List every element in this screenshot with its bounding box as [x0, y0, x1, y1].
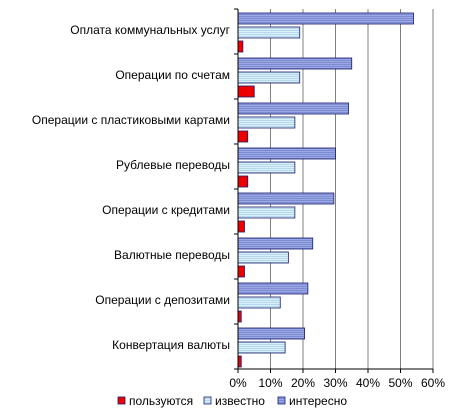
bar-интересно	[237, 57, 353, 70]
category-label: Операции по счетам	[115, 68, 230, 82]
x-tick-label: 30%	[323, 376, 347, 390]
bar-пользуются	[237, 130, 249, 143]
bar-известно	[237, 296, 281, 309]
bar-интересно	[237, 282, 309, 295]
x-tick-label: 10%	[258, 376, 282, 390]
bar-пользуются	[237, 40, 244, 53]
axes	[234, 8, 434, 373]
x-tick-label: 40%	[356, 376, 380, 390]
category-labels: Оплата коммунальных услуг Операции по сче…	[32, 23, 231, 352]
bar-пользуются	[237, 175, 249, 188]
bar-интересно	[237, 102, 349, 115]
bars	[237, 12, 414, 368]
bar-известно	[237, 116, 296, 129]
bar-пользуются	[237, 265, 245, 278]
x-tick-label: 20%	[291, 376, 315, 390]
category-label: Операции с пластиковыми картами	[32, 113, 230, 127]
bar-интересно	[237, 237, 314, 250]
category-label: Оплата коммунальных услуг	[70, 23, 230, 37]
bar-пользуются	[237, 85, 255, 98]
legend-swatch-пользуются	[117, 396, 126, 405]
bar-интересно	[237, 12, 414, 25]
tick-labels: 0% 10% 20% 30% 40% 50% 60%	[229, 376, 445, 390]
x-tick-label: 50%	[388, 376, 412, 390]
x-tick-label: 0%	[229, 376, 247, 390]
bar-известно	[237, 161, 296, 174]
bar-известно	[237, 251, 289, 264]
bar-известно	[237, 341, 286, 354]
bar-известно	[237, 71, 301, 84]
legend-label-интересно: интересно	[289, 394, 347, 408]
category-label: Рублевые переводы	[116, 158, 230, 172]
legend-label-известно: известно	[215, 394, 265, 408]
category-label: Валютные переводы	[114, 248, 230, 262]
bar-известно	[237, 26, 301, 39]
category-label: Операции с депозитами	[95, 293, 230, 307]
legend-swatch-известно	[203, 396, 212, 405]
legend-swatch-интересно	[277, 396, 286, 405]
bar-интересно	[237, 147, 336, 160]
legend: пользуются известно интересно	[117, 394, 347, 408]
category-label: Операции с кредитами	[102, 203, 230, 217]
bar-интересно	[237, 192, 335, 205]
bar-известно	[237, 206, 296, 219]
x-tick-label: 60%	[421, 376, 445, 390]
bar-пользуются	[237, 220, 245, 233]
category-label: Конвертация валюты	[112, 338, 230, 352]
bar-интересно	[237, 327, 306, 340]
legend-label-пользуются: пользуются	[129, 394, 193, 408]
